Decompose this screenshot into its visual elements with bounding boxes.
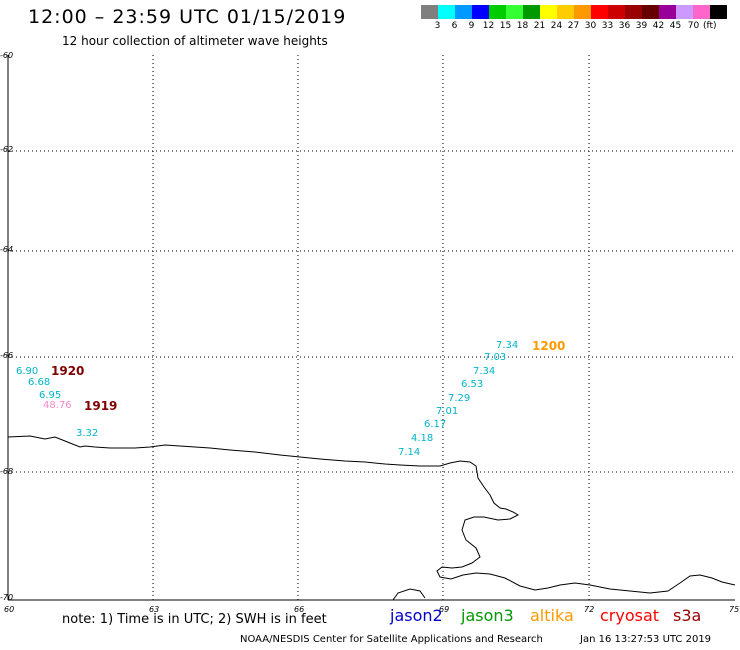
wave-value: 6.90 (16, 366, 39, 377)
legend-swatch (455, 5, 472, 19)
legend-swatch (557, 5, 574, 19)
wave-value: 7.34 (473, 366, 496, 377)
legend-label: 9 (468, 21, 475, 31)
legend-swatch (693, 5, 710, 19)
pass-time-label: 1920 (51, 364, 85, 378)
color-legend (421, 5, 727, 19)
legend-swatch (421, 5, 438, 19)
note-text: note: 1) Time is in UTC; 2) SWH is in fe… (62, 612, 327, 627)
pass-time-label: 1200 (532, 339, 566, 353)
legend-labels: 3 6 9 12 15 18 21 24 27 30 33 36 39 42 4… (421, 21, 740, 35)
legend-label: 27 (567, 21, 580, 31)
legend-label: 18 (516, 21, 529, 31)
wave-value: 4.18 (411, 433, 434, 444)
legend-swatch (574, 5, 591, 19)
credit-text: NOAA/NESDIS Center for Satellite Applica… (240, 634, 543, 645)
coastline (7, 435, 736, 594)
legend-swatch (608, 5, 625, 19)
legend-swatch (591, 5, 608, 19)
pass-time-label: 1919 (84, 399, 118, 413)
lat-tick: -66 (0, 351, 14, 360)
lat-tick: -60 (0, 51, 14, 60)
wave-value: 7.03 (484, 352, 507, 363)
legend-swatch (642, 5, 659, 19)
legend-label: 45 (669, 21, 682, 31)
legend-swatch (710, 5, 727, 19)
lon-tick: 63 (149, 605, 160, 614)
legend-label: 3 (434, 21, 441, 31)
legend-label: 70 (687, 21, 700, 31)
legend-unit: (ft) (703, 21, 717, 31)
wave-value: 6.95 (39, 390, 62, 401)
legend-swatch (540, 5, 557, 19)
wave-value: 7.01 (436, 406, 459, 417)
legend-label: 6 (451, 21, 458, 31)
legend-label: 15 (499, 21, 512, 31)
coastline-south (392, 588, 426, 601)
wave-value: 7.29 (448, 393, 471, 404)
wave-value: 48.76 (43, 400, 72, 411)
legend-swatch (625, 5, 642, 19)
legend-label: 21 (533, 21, 546, 31)
grid-lines (8, 55, 735, 600)
lat-tick: -64 (0, 245, 14, 254)
legend-swatch (489, 5, 506, 19)
page-title: 12:00 – 23:59 UTC 01/15/2019 (28, 6, 347, 28)
lat-tick: -62 (0, 145, 14, 154)
satellite-label-altika: altika (530, 606, 574, 625)
satellite-label-cryosat: cryosat (600, 606, 660, 625)
wave-value: 6.17 (424, 419, 447, 430)
lat-tick: -68 (0, 467, 14, 476)
wave-value: 6.53 (461, 379, 484, 390)
wave-value: 6.68 (28, 377, 51, 388)
lon-tick: 60 (4, 605, 15, 614)
lon-tick: 69 (439, 605, 450, 614)
generated-timestamp: Jan 16 13:27:53 UTC 2019 (580, 634, 712, 645)
legend-label: 30 (584, 21, 597, 31)
legend-swatch (676, 5, 693, 19)
legend-label: 33 (601, 21, 614, 31)
legend-swatch (472, 5, 489, 19)
legend-label: 39 (635, 21, 648, 31)
satellite-label-jason2: jason2 (390, 606, 443, 625)
legend-swatch (659, 5, 676, 19)
wave-value: 7.14 (398, 447, 421, 458)
legend-label: 12 (482, 21, 495, 31)
lon-tick: 66 (294, 605, 305, 614)
lat-tick: -70 (0, 593, 14, 602)
legend-swatch (523, 5, 540, 19)
legend-label: 36 (618, 21, 631, 31)
legend-label: 24 (550, 21, 563, 31)
wave-value: 3.32 (76, 428, 99, 439)
lon-tick: 75 (729, 605, 740, 614)
page-subtitle: 12 hour collection of altimeter wave hei… (62, 34, 328, 48)
lon-tick: 72 (584, 605, 595, 614)
wave-value: 7.34 (496, 340, 519, 351)
legend-swatch (438, 5, 455, 19)
legend-swatch (506, 5, 523, 19)
satellite-label-s3a: s3a (673, 606, 702, 625)
satellite-label-jason3: jason3 (461, 606, 514, 625)
legend-label: 42 (652, 21, 665, 31)
